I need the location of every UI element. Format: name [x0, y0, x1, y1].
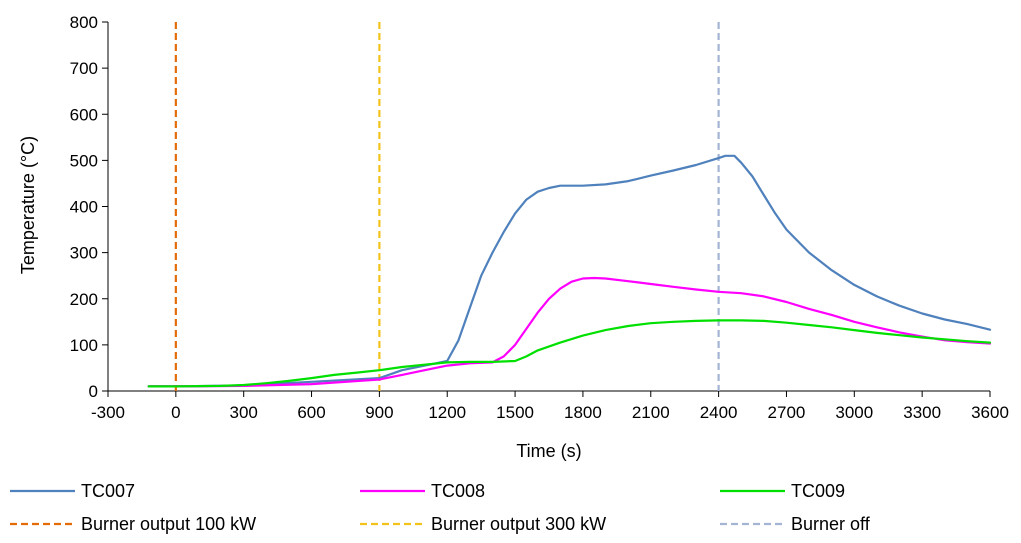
x-axis-label: Time (s)	[516, 441, 581, 461]
y-axis-ticks: 0 100 200 300 400 500 600 700 800	[70, 13, 108, 401]
y-tick-label: 400	[70, 198, 98, 217]
y-tick-label: 200	[70, 290, 98, 309]
series-lines	[147, 154, 992, 388]
y-tick-label: 100	[70, 336, 98, 355]
x-tick-label: 3300	[903, 403, 941, 422]
y-tick-label: 800	[70, 13, 98, 32]
x-tick-label: 2100	[632, 403, 670, 422]
x-tick-label: 1800	[564, 403, 602, 422]
x-tick-label: 3600	[971, 403, 1009, 422]
series-line	[147, 276, 992, 388]
y-axis-label: Temperature (°C)	[18, 136, 38, 274]
y-tick-label: 600	[70, 105, 98, 124]
series-line	[147, 154, 992, 388]
x-tick-label: 1200	[428, 403, 466, 422]
legend-label: Burner output 300 kW	[431, 514, 606, 534]
x-tick-label: 2400	[700, 403, 738, 422]
x-tick-label: 900	[365, 403, 393, 422]
x-tick-label: 600	[297, 403, 325, 422]
legend-label: Burner output 100 kW	[81, 514, 256, 534]
event-lines	[174, 22, 720, 391]
x-axis-ticks: -300 0 300 600 900 1200 1500 1800 2100 2400 2700 30…	[91, 391, 1009, 422]
legend-label: TC009	[791, 481, 845, 501]
legend-label: TC008	[431, 481, 485, 501]
plot-area	[107, 22, 990, 392]
y-tick-label: 300	[70, 244, 98, 263]
legend: TC007 TC008 TC009 Burner output 100 kW Burne…	[10, 481, 871, 534]
x-tick-label: 1500	[496, 403, 534, 422]
x-tick-label: 2700	[768, 403, 806, 422]
y-tick-label: 0	[89, 382, 98, 401]
series-line	[147, 319, 992, 388]
y-tick-label: 500	[70, 151, 98, 170]
x-tick-label: 3000	[835, 403, 873, 422]
x-tick-label: -300	[91, 403, 125, 422]
x-tick-label: 300	[230, 403, 258, 422]
x-tick-label: 0	[171, 403, 180, 422]
y-tick-label: 700	[70, 59, 98, 78]
legend-label: Burner off	[791, 514, 871, 534]
legend-label: TC007	[81, 481, 135, 501]
